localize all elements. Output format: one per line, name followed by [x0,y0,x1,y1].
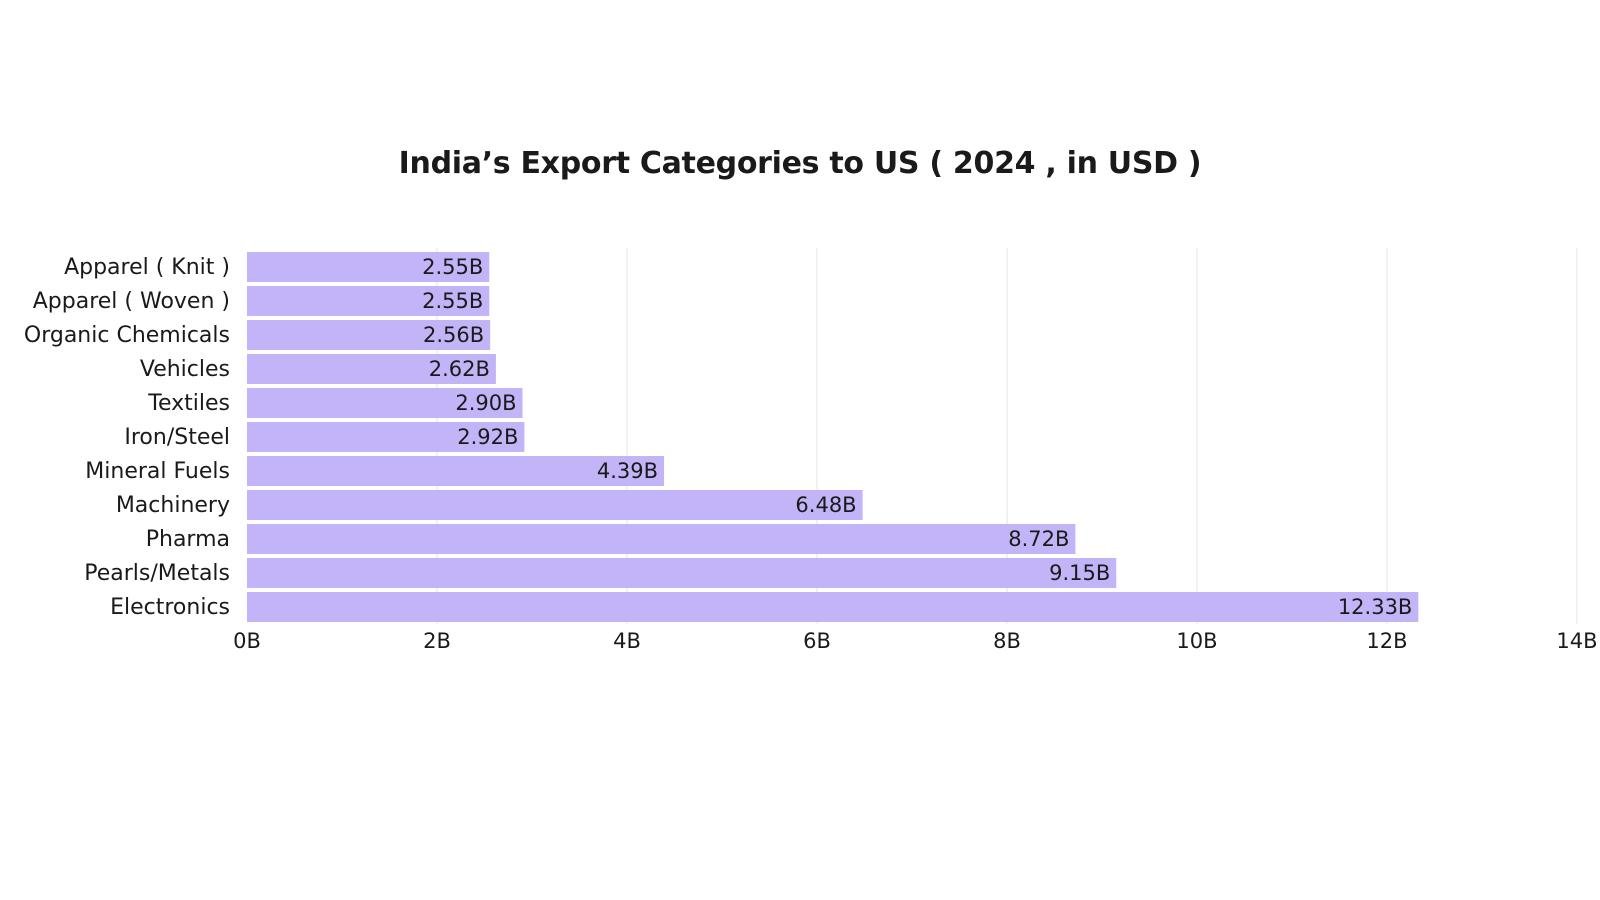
category-label: Apparel ( Woven ) [33,289,230,314]
x-tick-label: 8B [993,629,1021,653]
bar [247,388,523,418]
x-tick-label: 4B [613,629,641,653]
category-label: Electronics [110,595,230,620]
bar [247,456,665,486]
data-label: 2.55B [422,289,483,313]
category-label: Pharma [146,527,230,552]
data-label: 4.39B [597,459,658,483]
bar [247,354,496,384]
category-label: Mineral Fuels [85,459,230,484]
x-tick-label: 12B [1366,629,1407,653]
category-label: Iron/Steel [124,425,230,450]
category-label: Vehicles [140,357,230,382]
bar [247,524,1076,554]
data-label: 12.33B [1338,595,1413,619]
bar [247,286,490,316]
category-label: Machinery [116,493,230,518]
category-label: Pearls/Metals [84,561,230,586]
data-label: 2.92B [457,425,518,449]
data-label: 2.55B [422,255,483,279]
data-label: 8.72B [1008,527,1069,551]
bar [247,490,863,520]
category-label: Organic Chemicals [24,323,230,348]
chart-title: India’s Export Categories to US ( 2024 ,… [398,146,1202,181]
data-label: 6.48B [795,493,856,517]
bars [247,252,1419,622]
data-label: 2.90B [455,391,516,415]
category-labels: Apparel ( Knit ) Apparel ( Woven ) Organic… [24,255,230,620]
x-tick-label: 10B [1176,629,1217,653]
bar [247,252,490,282]
data-label: 9.15B [1049,561,1110,585]
data-label: 2.56B [423,323,484,347]
data-label: 2.62B [429,357,490,381]
x-tick-label: 6B [803,629,831,653]
bar [247,592,1419,622]
bar [247,320,491,350]
category-label: Apparel ( Knit ) [64,255,230,280]
x-tick-label: 14B [1556,629,1597,653]
bar [247,558,1117,588]
x-axis-tick-labels: 0B 2B 4B 6B 8B 10B 12B 14B [233,629,1597,653]
data-labels: 2.55B 2.55B 2.56B 2.62B 2.90B 2.92B 4.39B 6.48B… [422,255,1412,619]
x-tick-label: 0B [233,629,261,653]
bar [247,422,525,452]
x-tick-label: 2B [423,629,451,653]
category-label: Textiles [147,391,230,416]
